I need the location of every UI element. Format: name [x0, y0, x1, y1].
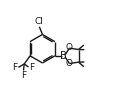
Text: O: O: [66, 59, 73, 68]
Text: F: F: [29, 63, 35, 72]
Text: Cl: Cl: [35, 17, 43, 26]
Text: O: O: [66, 44, 73, 53]
Text: F: F: [21, 71, 26, 80]
Text: B: B: [60, 51, 67, 61]
Text: F: F: [12, 63, 18, 72]
